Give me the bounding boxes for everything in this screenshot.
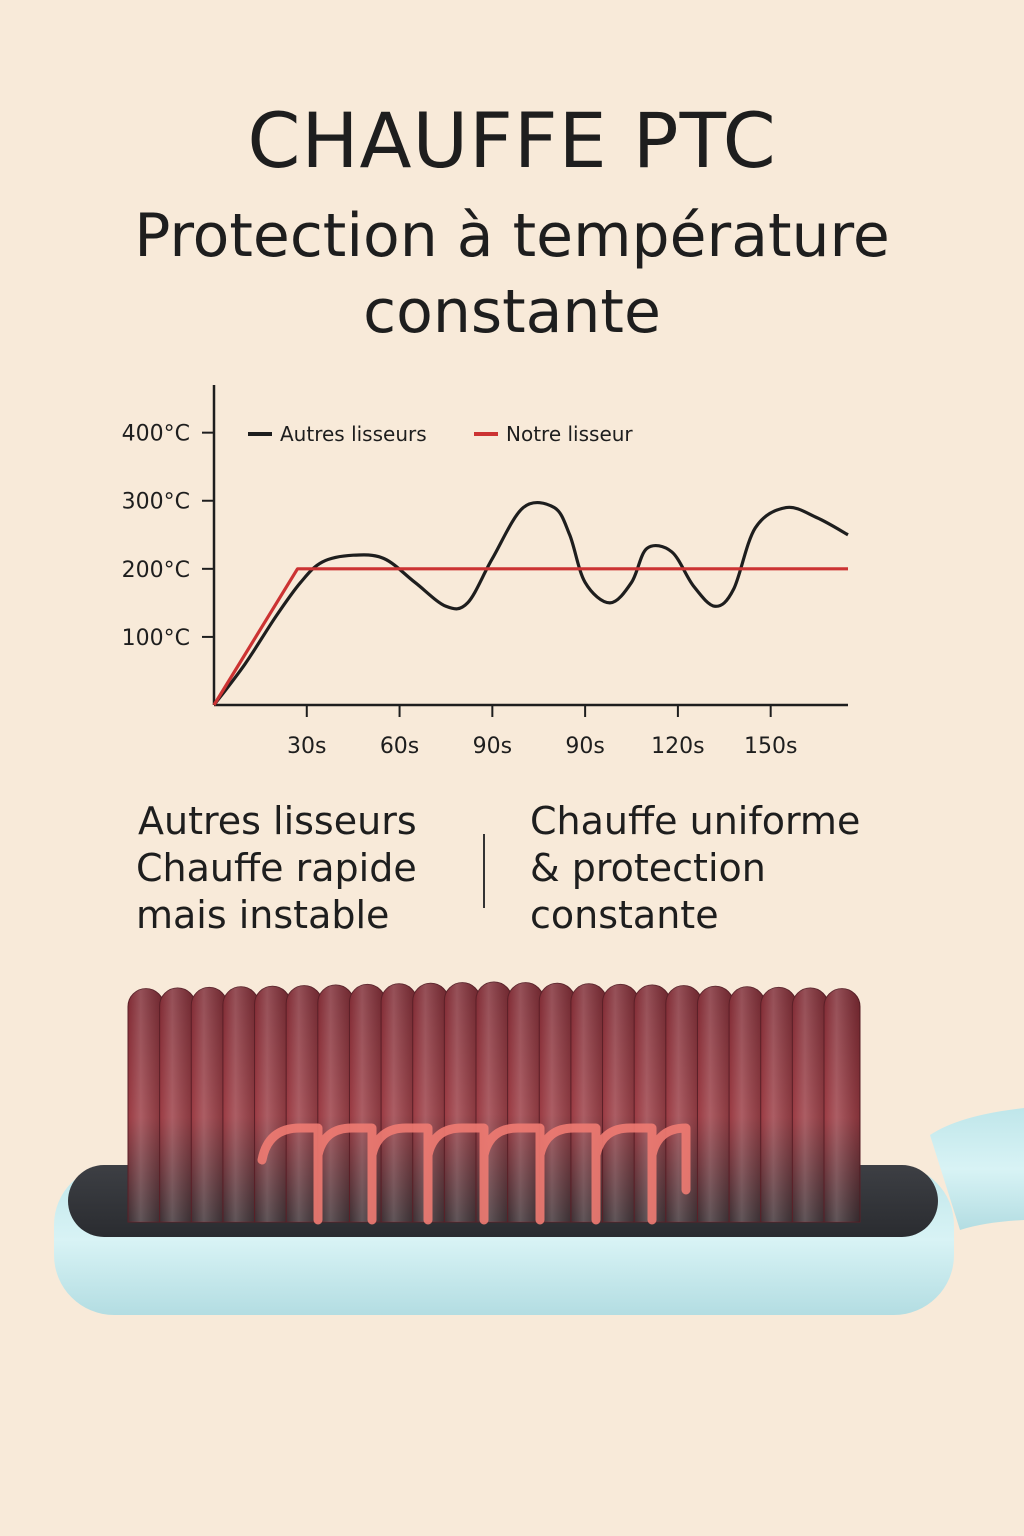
bristle-highlight bbox=[191, 987, 228, 1222]
y-tick-label: 400°C bbox=[122, 422, 190, 447]
bristle-highlight bbox=[665, 985, 702, 1222]
x-tick-label: 90s bbox=[565, 734, 604, 759]
x-tick-label: 150s bbox=[744, 734, 797, 759]
x-tick-label: 60s bbox=[380, 734, 419, 759]
y-tick-label: 200°C bbox=[122, 558, 190, 583]
bristle-highlight bbox=[507, 982, 544, 1222]
y-axis-ticks: 100°C 200°C 300°C 400°C bbox=[122, 422, 214, 651]
bristle-highlight bbox=[159, 988, 196, 1222]
comparison-right-line-2: constante bbox=[530, 893, 719, 937]
subtitle-line-2: constante bbox=[363, 277, 661, 347]
chart-legend: Autres lisseurs Notre lisseur bbox=[248, 422, 633, 446]
x-tick-label: 120s bbox=[651, 734, 704, 759]
bristle-highlight bbox=[286, 985, 323, 1222]
bristle-highlight bbox=[697, 986, 734, 1222]
bristle-highlight bbox=[792, 988, 829, 1222]
page-subtitle: Protection à température constante bbox=[0, 198, 1024, 350]
comparison-left: Autres lisseurs Chauffe rapide mais inst… bbox=[136, 798, 417, 939]
bristle-highlight bbox=[444, 982, 481, 1222]
temperature-chart: 100°C 200°C 300°C 400°C 30s 60s 90s 90s 120s 150… bbox=[122, 385, 849, 759]
bristle-highlight bbox=[254, 986, 291, 1222]
bristle-highlight bbox=[317, 985, 354, 1222]
brush-handle bbox=[930, 1108, 1024, 1230]
bristle-highlight bbox=[570, 983, 607, 1222]
bristle-highlight bbox=[222, 986, 259, 1222]
legend-label: Autres lisseurs bbox=[280, 422, 427, 446]
heating-element bbox=[257, 1123, 691, 1225]
brush-bristles bbox=[127, 981, 861, 1223]
series-line-notre-lisseur bbox=[212, 567, 848, 706]
bristle-highlight bbox=[824, 988, 860, 1222]
bristle-highlight bbox=[729, 986, 766, 1222]
bristle-highlight bbox=[381, 983, 418, 1222]
bristle-highlight bbox=[412, 983, 449, 1222]
comparison-right: Chauffe uniforme & protection constante bbox=[530, 798, 860, 939]
bristle-highlight bbox=[602, 984, 639, 1222]
chart-axes bbox=[212, 385, 848, 707]
bristle-highlight bbox=[128, 988, 164, 1222]
x-axis-ticks: 30s 60s 90s 90s 120s 150s bbox=[287, 705, 797, 759]
bristle-highlight bbox=[760, 987, 797, 1222]
chart-series bbox=[212, 501, 849, 706]
x-tick-label: 90s bbox=[473, 734, 512, 759]
comparison-right-heading: Chauffe uniforme bbox=[530, 799, 861, 843]
bristle-highlight bbox=[539, 983, 576, 1222]
comparison-left-heading: Autres lisseurs bbox=[138, 799, 417, 843]
comparison-divider bbox=[483, 834, 485, 908]
bristle-highlight bbox=[634, 985, 671, 1222]
comparison-right-line-1: & protection bbox=[530, 846, 766, 890]
series-line-autres-lisseurs bbox=[212, 501, 849, 706]
comparison-left-line-1: Chauffe rapide bbox=[136, 846, 417, 890]
heated-brush-illustration bbox=[54, 981, 1024, 1315]
y-tick-label: 300°C bbox=[122, 490, 190, 515]
y-tick-label: 100°C bbox=[122, 626, 190, 651]
subtitle-line-1: Protection à température bbox=[134, 201, 890, 271]
comparison-left-line-2: mais instable bbox=[136, 893, 390, 937]
legend-label: Notre lisseur bbox=[506, 422, 633, 446]
bristle-highlight bbox=[349, 984, 386, 1222]
page-title: CHAUFFE PTC bbox=[247, 96, 777, 185]
x-tick-label: 30s bbox=[287, 734, 326, 759]
